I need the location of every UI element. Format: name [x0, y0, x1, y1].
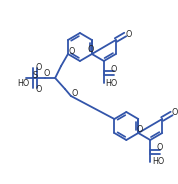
Text: O: O	[72, 89, 78, 98]
Text: HO: HO	[106, 79, 118, 88]
Text: S: S	[33, 71, 38, 80]
Text: O: O	[35, 63, 41, 72]
Text: O: O	[125, 30, 131, 39]
Text: O: O	[111, 65, 117, 73]
Text: O: O	[171, 108, 178, 117]
Text: HO: HO	[152, 158, 164, 167]
Text: O: O	[136, 125, 142, 134]
Text: O: O	[88, 45, 94, 54]
Text: HO: HO	[17, 79, 30, 88]
Text: O: O	[69, 47, 75, 56]
Text: O: O	[35, 84, 41, 93]
Text: O: O	[43, 70, 49, 79]
Text: O: O	[157, 144, 163, 153]
